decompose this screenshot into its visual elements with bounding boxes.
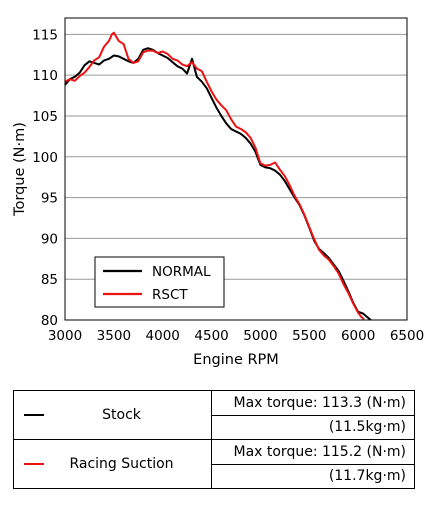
y-axis-label: Torque (N·m) bbox=[12, 122, 28, 217]
stock-max-torque-kg: (11.5kg·m) bbox=[211, 414, 415, 440]
table-row: Stock Max torque: 113.3 (N·m) bbox=[13, 390, 415, 440]
y-tick-label: 115 bbox=[32, 27, 58, 43]
legend: NORMAL RSCT bbox=[94, 256, 225, 308]
y-tick-label: 105 bbox=[32, 109, 58, 125]
racing-suction-max-torque: Max torque: 115.2 (N·m) bbox=[211, 439, 415, 465]
x-tick-label: 3000 bbox=[48, 328, 82, 344]
x-tick-label: 3500 bbox=[97, 328, 131, 344]
stock-max-torque: Max torque: 113.3 (N·m) bbox=[211, 390, 415, 416]
racing-suction-label: Racing Suction bbox=[69, 456, 174, 472]
stock-line-swatch bbox=[24, 414, 44, 416]
grid-lines bbox=[65, 33, 407, 280]
racing-suction-line-swatch bbox=[24, 463, 44, 465]
y-tick-label: 110 bbox=[32, 68, 58, 84]
table-row: (11.7kg·m) bbox=[14, 463, 415, 489]
y-tick-label: 95 bbox=[41, 191, 58, 207]
table-row: (11.5kg·m) bbox=[14, 414, 415, 440]
x-tick-label: 6000 bbox=[341, 328, 375, 344]
x-tick-label: 4000 bbox=[146, 328, 180, 344]
series-layer bbox=[64, 31, 372, 321]
racing-suction-max-torque-kg: (11.7kg·m) bbox=[211, 463, 415, 489]
table-row: Racing Suction Max torque: 115.2 (N·m) bbox=[13, 439, 415, 489]
torque-chart: 80 85 90 95 100 105 110 115 3000 3500 4000 4500 5000… bbox=[12, 17, 424, 368]
y-tick-label: 90 bbox=[41, 231, 58, 247]
legend-box bbox=[94, 256, 225, 308]
stock-label-cell: Stock bbox=[13, 390, 212, 440]
legend-label-normal: NORMAL bbox=[152, 264, 211, 280]
x-tick-label: 5500 bbox=[292, 328, 326, 344]
plot-frame bbox=[64, 17, 408, 321]
racing-suction-label-cell: Racing Suction bbox=[13, 439, 212, 489]
stock-label: Stock bbox=[102, 407, 141, 423]
x-tick-label: 6500 bbox=[390, 328, 424, 344]
y-tick-label: 80 bbox=[41, 313, 58, 329]
x-tick-label: 4500 bbox=[194, 328, 228, 344]
y-tick-label: 85 bbox=[41, 272, 58, 288]
x-axis-label: Engine RPM bbox=[193, 352, 279, 368]
tick-labels: 80 85 90 95 100 105 110 115 3000 3500 4000 4500 5000… bbox=[32, 27, 424, 344]
series-line-rsct bbox=[64, 31, 365, 320]
legend-label-rsct: RSCT bbox=[152, 287, 188, 303]
y-tick-label: 100 bbox=[32, 150, 58, 166]
summary-table: Stock Max torque: 113.3 (N·m) (11.5kg·m)… bbox=[13, 390, 415, 489]
x-tick-label: 5000 bbox=[243, 328, 277, 344]
